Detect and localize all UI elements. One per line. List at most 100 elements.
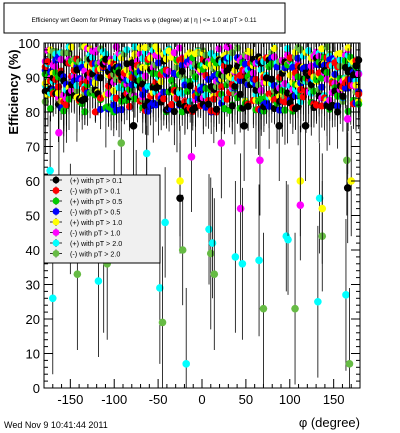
legend-box [43,174,161,264]
outlier-point [343,115,352,123]
data-point [204,100,213,108]
footer-timestamp: Wed Nov 9 10:41:44 2011 [4,420,108,430]
outlier-point [205,225,213,234]
data-point [228,102,236,110]
data-point [118,106,126,114]
legend-marker [52,250,60,257]
y-tick-label: 80 [26,105,40,120]
data-point [112,94,121,102]
outlier-point [210,270,219,278]
outlier-point [301,122,310,130]
data-point [97,94,105,102]
data-point [286,54,294,62]
data-point [339,92,347,100]
outlier-point [161,218,169,227]
outlier-point [343,184,352,192]
outlier-point [342,291,350,299]
legend-label: (+) with pT > 0.5 [70,197,122,206]
y-tick-label: 10 [26,347,40,362]
data-point [102,55,110,63]
chart-title: Efficiency wrt Geom for Primary Tracks v… [31,17,256,24]
outlier-point [238,260,247,268]
legend-label: (-) with pT > 2.0 [70,250,120,259]
legend-marker [52,176,60,184]
data-point [355,56,363,64]
data-point [81,95,89,103]
y-tick-label: 40 [26,243,40,258]
x-tick-label: 0 [198,392,205,407]
legend: (+) with pT > 0.1(-) with pT > 0.1(+) wi… [43,174,161,264]
outlier-point [256,156,264,165]
outlier-point [255,256,263,265]
outlier-point [176,177,184,185]
y-tick-label: 100 [18,36,40,51]
outlier-point [259,304,268,313]
outlier-point [206,249,215,258]
data-point [141,43,149,52]
outlier-point [117,139,126,147]
outlier-point [275,122,284,130]
y-axis-label: Efficiency (%) [6,49,21,134]
legend-marker [52,229,60,236]
outlier-point [48,294,57,303]
chart-title-box [3,2,286,34]
data-point [97,74,105,82]
data-point [168,76,176,85]
outlier-point [208,239,217,247]
data-point [170,49,178,57]
outlier-point [343,156,351,165]
x-tick-label: 50 [239,392,253,407]
data-point [244,102,252,111]
data-point [62,101,70,109]
outlier-point [129,122,138,130]
outlier-point [73,270,82,278]
x-axis-label: φ (degree) [299,415,360,430]
data-point [46,105,55,113]
outlier-point [182,360,190,368]
data-point [168,100,176,109]
data-point [178,67,186,75]
data-point [328,101,336,109]
legend-label: (-) with pT > 0.5 [70,208,120,217]
outlier-point [345,360,354,368]
outlier-point [231,253,240,261]
outlier-point [315,194,324,203]
legend-label: (-) with pT > 0.1 [70,187,120,196]
outlier-point [318,204,327,213]
data-point [170,108,178,116]
legend-label: (-) with pT > 1.0 [70,229,120,238]
data-point [236,90,244,99]
data-point [334,108,342,116]
outlier-point [236,204,245,213]
legend-marker [52,187,60,194]
legend-label: (+) with pT > 2.0 [70,239,122,248]
legend-label: (+) with pT > 0.1 [70,176,122,185]
data-point [144,107,152,115]
outlier-point [142,149,151,158]
outlier-point [94,277,103,285]
axes: 0 10 20 30 40 50 60 70 80 90 100 -150 -100 -50 0 50 100 1… [18,36,361,407]
y-tick-label: 60 [26,174,40,189]
outlier-point [284,235,292,244]
legend-marker [52,239,60,247]
data-point [212,105,221,113]
x-tick-label: 100 [279,392,301,407]
y-tick-label: 0 [33,381,40,396]
legend-marker [52,218,60,226]
outlier-point [187,153,196,161]
y-tick-label: 20 [26,312,40,327]
outlier-point [296,201,305,209]
y-tick-label: 50 [26,209,40,224]
data-point [183,87,192,95]
legend-label: (+) with pT > 1.0 [70,218,122,227]
x-tick-label: 150 [323,392,345,407]
x-tick-label: -150 [57,392,83,407]
data-point [186,82,194,90]
outlier-point [178,246,187,254]
data-point [344,44,352,52]
outlier-point [217,139,226,147]
outlier-point [314,297,322,306]
outlier-point [156,284,164,292]
data-point [231,82,239,90]
